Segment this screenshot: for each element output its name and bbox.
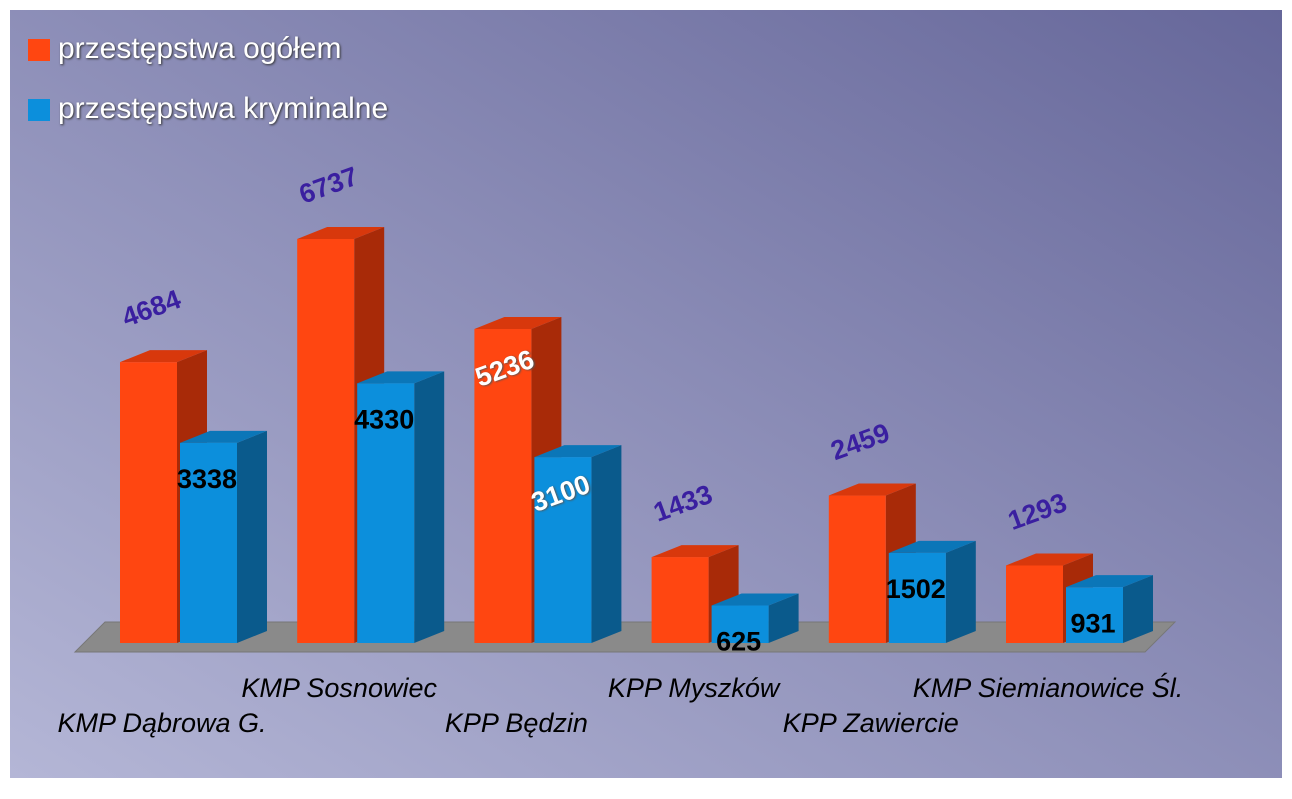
bar-top xyxy=(357,371,445,384)
bar xyxy=(651,557,709,643)
bar xyxy=(474,329,532,643)
bar-top xyxy=(180,430,267,443)
bar xyxy=(120,362,177,643)
bar xyxy=(297,239,355,643)
bar xyxy=(888,552,946,643)
value-label: 1502 xyxy=(886,574,946,604)
x-tick-label: KMP Sosnowiec xyxy=(241,673,437,703)
legend-label: przestępstwa kryminalne xyxy=(58,92,388,125)
bar-top xyxy=(120,350,207,363)
bar-side xyxy=(591,445,622,643)
value-label: 4330 xyxy=(354,404,414,434)
bar-top xyxy=(651,545,739,558)
bar xyxy=(711,605,769,643)
bar-top xyxy=(1006,553,1093,566)
bar xyxy=(357,383,415,643)
bar-side xyxy=(945,540,976,643)
value-label: 931 xyxy=(1070,608,1115,638)
x-tick-label: KPP Zawiercie xyxy=(783,708,959,738)
value-label: 3338 xyxy=(177,464,237,494)
bar-top xyxy=(888,540,976,553)
bar xyxy=(828,495,886,643)
x-tick-label: KPP Myszków xyxy=(608,673,781,703)
bar-top xyxy=(297,227,385,239)
bar-side xyxy=(237,430,267,643)
x-tick-label: KMP Siemianowice Śl. xyxy=(913,671,1184,703)
bar xyxy=(1006,565,1063,643)
bar-top xyxy=(1066,575,1153,588)
bar-side xyxy=(414,371,445,643)
legend-swatch xyxy=(28,39,50,61)
x-tick-label: KMP Dąbrowa G. xyxy=(57,708,266,738)
bar-top xyxy=(711,593,799,606)
legend-swatch xyxy=(28,99,50,121)
value-label: 625 xyxy=(716,627,761,657)
bar-top xyxy=(474,317,562,330)
bar xyxy=(1066,587,1123,643)
bar-top xyxy=(534,445,622,458)
bar-side xyxy=(768,593,799,643)
legend-label: przestępstwa ogółem xyxy=(58,32,341,65)
bar-top xyxy=(828,483,916,496)
bar xyxy=(534,457,592,643)
bar xyxy=(180,442,237,643)
bar-side xyxy=(1123,575,1153,643)
x-tick-label: KPP Będzin xyxy=(445,708,588,738)
